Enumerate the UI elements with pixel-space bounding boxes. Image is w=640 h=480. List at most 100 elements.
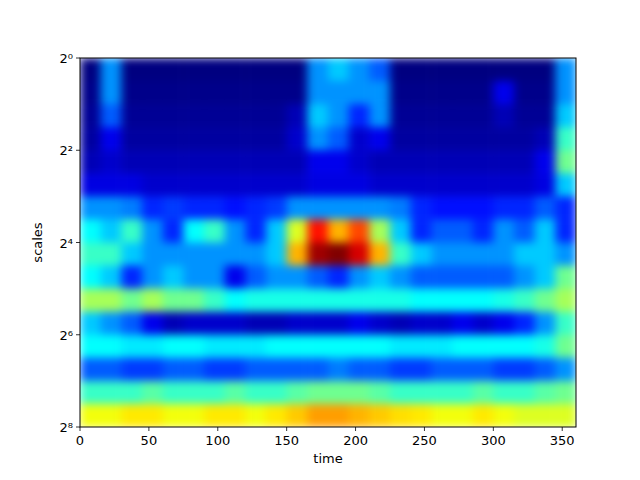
heatmap-cell [266,173,287,197]
heatmap-cell [535,127,556,151]
heatmap-cell [183,289,204,313]
heatmap-cell [80,104,101,128]
heatmap-cell [452,335,473,359]
heatmap-cell [555,127,576,151]
heatmap-cell [245,150,266,174]
heatmap-cell [204,81,225,105]
heatmap-cell [493,335,514,359]
heatmap-cell [555,335,576,359]
heatmap-cell [555,265,576,289]
heatmap-cell [328,58,349,81]
heatmap-cell [101,381,122,405]
heatmap-cell [287,104,308,128]
heatmap [80,58,576,427]
heatmap-cell [121,196,142,219]
heatmap-cell [204,358,225,382]
heatmap-cell [163,381,184,405]
heatmap-cell [266,150,287,174]
heatmap-cell [307,150,328,174]
heatmap-cell [431,335,452,359]
heatmap-cell [369,381,390,405]
heatmap-cell [183,381,204,405]
heatmap-cell [390,81,411,105]
x-axis-label: time [313,451,342,466]
heatmap-cell [493,243,514,266]
heatmap-cell [225,150,246,174]
heatmap-cell [411,173,432,197]
heatmap-cell [101,404,122,427]
heatmap-cell [163,335,184,359]
heatmap-cell [183,150,204,174]
heatmap-cell [287,81,308,105]
heatmap-cell [245,127,266,151]
heatmap-cell [349,127,370,151]
heatmap-cell [163,127,184,151]
heatmap-cell [121,312,142,335]
heatmap-cell [80,335,101,359]
heatmap-cell [493,196,514,219]
heatmap-cell [225,196,246,219]
heatmap-cell [328,358,349,382]
heatmap-cell [431,104,452,128]
heatmap-cell [307,381,328,405]
heatmap-cell [535,335,556,359]
heatmap-cell [535,265,556,289]
heatmap-cell [183,358,204,382]
heatmap-cell [328,219,349,243]
heatmap-cell [204,312,225,335]
heatmap-cell [328,81,349,105]
heatmap-cell [266,127,287,151]
heatmap-cell [183,219,204,243]
heatmap-cell [204,104,225,128]
heatmap-cell [142,289,163,313]
heatmap-cell [307,312,328,335]
heatmap-cell [535,312,556,335]
heatmap-cell [411,150,432,174]
heatmap-cell [452,173,473,197]
heatmap-cell [142,335,163,359]
heatmap-cell [204,219,225,243]
heatmap-cell [431,173,452,197]
x-tick [217,427,218,431]
heatmap-cell [452,265,473,289]
heatmap-cell [452,81,473,105]
heatmap-cell [349,150,370,174]
heatmap-cell [349,173,370,197]
heatmap-cell [555,150,576,174]
heatmap-cell [555,104,576,128]
heatmap-cell [266,289,287,313]
heatmap-cell [390,335,411,359]
x-tick [80,427,81,431]
heatmap-cell [328,312,349,335]
heatmap-cell [411,58,432,81]
y-tick [76,334,80,335]
heatmap-cell [101,196,122,219]
heatmap-cell [514,219,535,243]
heatmap-cell [101,104,122,128]
heatmap-cell [307,127,328,151]
x-tick [355,427,356,431]
heatmap-cell [142,312,163,335]
heatmap-cell [514,243,535,266]
heatmap-cell [225,104,246,128]
heatmap-cell [101,312,122,335]
heatmap-cell [101,265,122,289]
heatmap-cell [204,265,225,289]
heatmap-cell [493,381,514,405]
heatmap-cell [287,150,308,174]
heatmap-cell [163,289,184,313]
heatmap-cell [473,196,494,219]
heatmap-cell [349,358,370,382]
heatmap-cell [514,127,535,151]
heatmap-cell [80,81,101,105]
x-tick [562,427,563,431]
heatmap-cell [245,265,266,289]
heatmap-cell [514,104,535,128]
heatmap-cell [287,404,308,427]
heatmap-cell [225,289,246,313]
heatmap-cell [390,381,411,405]
heatmap-cell [514,265,535,289]
heatmap-cell [328,243,349,266]
heatmap-cell [245,358,266,382]
heatmap-cell [287,243,308,266]
